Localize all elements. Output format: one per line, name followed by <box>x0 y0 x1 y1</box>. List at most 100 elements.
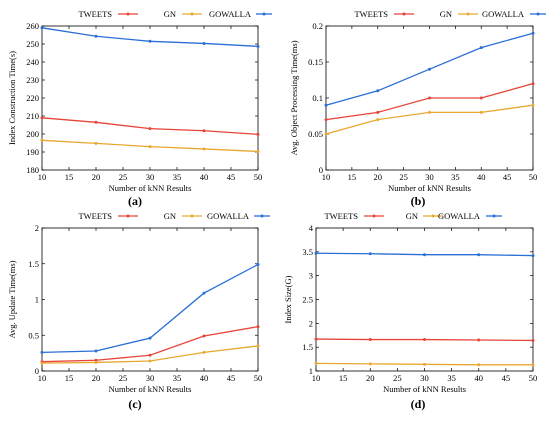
series-line-tweets <box>325 82 534 121</box>
y-tick-label: 190 <box>26 147 39 157</box>
y-tick-label: 4 <box>309 223 314 233</box>
data-point <box>202 350 206 354</box>
panel-label: (b) <box>411 194 426 208</box>
data-point <box>94 358 98 362</box>
x-axis-label: Number of kNN Results <box>383 384 466 394</box>
data-point <box>256 344 260 348</box>
data-point <box>314 337 318 341</box>
data-point <box>531 254 535 258</box>
y-tick-label: 0 <box>35 366 39 376</box>
legend-marker <box>536 12 540 16</box>
data-point <box>40 138 44 142</box>
y-axis-label: Avg. Update Time(ms) <box>7 260 17 338</box>
data-point <box>202 291 206 295</box>
x-axis-label: Number of kNN Results <box>109 384 192 394</box>
legend-marker <box>126 12 130 16</box>
y-axis-label: Avg. Object Processing Time(ms) <box>289 40 299 155</box>
data-point <box>479 110 483 114</box>
data-point <box>256 325 260 329</box>
y-tick-label: 0.15 <box>308 57 323 67</box>
legend-label: GOWALLA <box>207 211 250 221</box>
data-point <box>40 116 44 120</box>
y-tick-label: 240 <box>26 57 39 67</box>
series-line-tweets <box>41 117 259 136</box>
x-tick-label: 10 <box>38 172 47 182</box>
y-tick-label: 1 <box>309 366 313 376</box>
y-tick-label: 200 <box>26 129 39 139</box>
y-axis-label: Index Construction Time(s) <box>7 51 17 145</box>
data-point <box>477 338 481 342</box>
x-tick-label: 50 <box>254 373 263 383</box>
data-point <box>368 252 372 256</box>
legend-label: TWEETS <box>324 211 358 221</box>
data-point <box>428 67 431 71</box>
x-tick-label: 15 <box>65 373 74 383</box>
legend-marker <box>126 214 130 218</box>
panel-label: (d) <box>411 397 426 411</box>
data-point <box>94 141 98 145</box>
x-tick-label: 50 <box>529 172 538 182</box>
data-point <box>376 89 380 93</box>
x-tick-label: 40 <box>200 172 209 182</box>
y-tick-label: 0.1 <box>312 93 323 103</box>
x-tick-label: 45 <box>227 172 236 182</box>
y-tick-label: 3 <box>309 271 313 281</box>
data-point <box>479 46 483 50</box>
x-tick-label: 45 <box>227 373 236 383</box>
legend-label: GOWALLA <box>482 9 525 19</box>
x-tick-label: 40 <box>477 172 486 182</box>
x-tick-label: 20 <box>366 373 375 383</box>
chart-panel-4: 10 15 20 25 30 35 40 45 50 1 1.5 2 2.5 3 3.5 4 Number of… <box>283 211 537 411</box>
legend-marker <box>190 214 194 218</box>
legend-marker <box>402 12 406 16</box>
data-point <box>479 96 483 100</box>
data-point <box>477 363 481 367</box>
data-point <box>376 118 380 122</box>
x-tick-label: 35 <box>451 172 460 182</box>
x-tick-label: 30 <box>146 172 155 182</box>
data-point <box>202 129 206 133</box>
data-point <box>368 362 372 366</box>
y-tick-label: 1.5 <box>28 259 39 269</box>
x-tick-label: 25 <box>119 373 128 383</box>
x-tick-label: 15 <box>339 373 348 383</box>
x-tick-label: 35 <box>173 373 182 383</box>
x-tick-label: 30 <box>420 373 429 383</box>
data-point <box>531 363 535 367</box>
y-tick-label: 210 <box>26 111 39 121</box>
legend-marker <box>492 214 496 218</box>
x-tick-label: 15 <box>65 172 74 182</box>
data-point <box>256 262 260 266</box>
data-point <box>148 145 152 149</box>
x-tick-label: 20 <box>374 172 383 182</box>
legend-label: GN <box>440 9 452 19</box>
data-point <box>148 127 152 131</box>
data-point <box>148 39 152 43</box>
x-tick-label: 35 <box>173 172 182 182</box>
panel-label: (a) <box>128 194 142 208</box>
legend-marker <box>372 214 376 218</box>
legend-marker <box>260 214 264 218</box>
legend-label: GN <box>164 9 176 19</box>
y-tick-label: 220 <box>26 93 39 103</box>
x-tick-label: 10 <box>312 373 321 383</box>
x-tick-label: 10 <box>38 373 47 383</box>
y-tick-label: 0 <box>319 165 323 175</box>
series-line-gowalla <box>41 27 259 47</box>
y-tick-label: 180 <box>26 165 39 175</box>
x-tick-label: 40 <box>475 373 484 383</box>
panel-label: (c) <box>128 397 141 411</box>
plot-frame <box>41 25 259 171</box>
legend-label: GOWALLA <box>438 211 481 221</box>
legend-label: GOWALLA <box>209 9 252 19</box>
legend-marker <box>466 12 470 16</box>
y-tick-label: 2.5 <box>302 295 313 305</box>
data-point <box>40 26 44 30</box>
data-point <box>423 362 426 366</box>
y-tick-label: 260 <box>26 21 39 31</box>
data-point <box>202 41 206 45</box>
x-tick-label: 25 <box>399 172 408 182</box>
y-tick-label: 2 <box>309 318 313 328</box>
x-tick-label: 50 <box>254 172 263 182</box>
y-tick-label: 1 <box>35 295 39 305</box>
